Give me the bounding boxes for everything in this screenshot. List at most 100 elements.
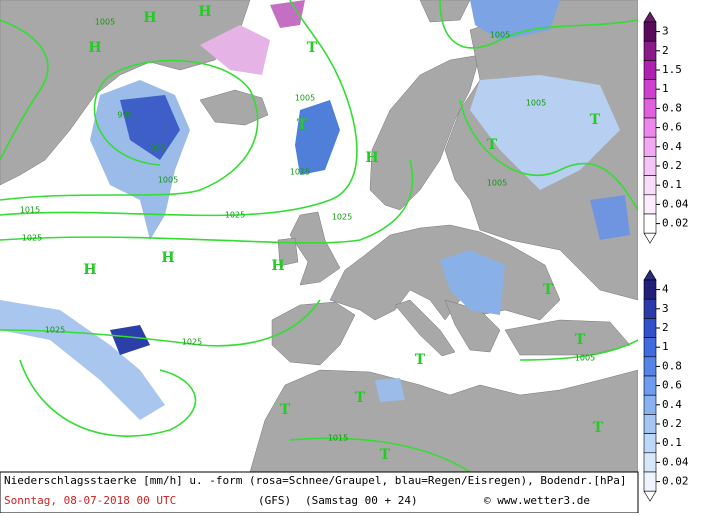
isobar-label: 1005: [158, 176, 178, 185]
turkey: [504, 319, 631, 356]
pressure-center: T: [380, 447, 391, 463]
isobar-label: 1025: [225, 211, 245, 220]
legend-label: 0.1: [662, 436, 682, 449]
precipitation: [0, 0, 630, 420]
snow-area: [270, 0, 305, 28]
legend-swatch: [643, 337, 657, 358]
legend-swatch: [643, 98, 657, 119]
legend-label: 2: [662, 321, 669, 334]
isobar: [0, 19, 49, 161]
rain-area: [470, 0, 560, 40]
legend-label: 0.04: [662, 197, 689, 210]
legend-swatch: [643, 471, 657, 492]
legend-label: 3: [662, 302, 669, 315]
pressure-center: T: [415, 352, 426, 368]
pressure-center: T: [355, 390, 366, 406]
pressure-center: H: [83, 262, 96, 278]
rain-area: [0, 300, 165, 420]
source: © www.wetter3.de: [484, 494, 590, 507]
isobar: [439, 0, 639, 49]
legend-swatch: [643, 318, 657, 338]
pressure-center: H: [143, 10, 156, 26]
legend-swatch: [643, 279, 657, 300]
legend-swatch: [643, 40, 657, 61]
map-area: H H H T T H T T H H H T T T T T T T 1005 1005 1005 1005 995 995…: [0, 0, 639, 473]
legend-label: 1.5: [662, 63, 682, 76]
snow-area: [200, 25, 270, 75]
legend-swatch: [643, 79, 657, 100]
isobar: [0, 299, 321, 347]
pressure-center: H: [271, 258, 284, 274]
isobar-label: 1025: [45, 326, 65, 335]
isobar-label: 995: [150, 144, 165, 153]
isobar-label: 1015: [328, 434, 348, 443]
rain-area: [110, 325, 150, 355]
pressure-center: T: [307, 40, 318, 56]
legend-swatch: [643, 298, 657, 319]
legend-label: 0.4: [662, 398, 682, 411]
legend-swatch: [643, 21, 657, 42]
legend-swatch: [643, 356, 657, 377]
legend-label: 0.4: [662, 140, 682, 153]
pressure-center: H: [198, 4, 211, 20]
model: (GFS): [258, 494, 291, 507]
valid-time: Sonntag, 08-07-2018 00 UTC: [4, 494, 176, 507]
rain-area: [470, 75, 620, 190]
isobar-label: 1005: [487, 179, 507, 188]
isobar: [0, 59, 259, 201]
legend-swatch: [643, 414, 657, 434]
pressure-center: T: [487, 137, 498, 153]
pressure-center: T: [543, 282, 554, 298]
legend-label: 0.1: [662, 178, 682, 191]
legend-swatch: [643, 433, 657, 454]
legend-label: 2: [662, 44, 669, 57]
legend-swatch: [643, 136, 657, 157]
isobar: [519, 339, 639, 361]
pressure-center: H: [365, 150, 378, 166]
rain-area: [120, 95, 180, 160]
legend-label: 0.8: [662, 101, 682, 114]
isobar-label: 1025: [182, 338, 202, 347]
africa: [249, 369, 639, 473]
legend-swatch: [643, 213, 657, 234]
legend-label: 1: [662, 340, 669, 353]
legend-label: 0.2: [662, 417, 682, 430]
legend-label: 4: [662, 283, 669, 296]
isobar: [0, 159, 414, 244]
legend-swatch: [643, 175, 657, 196]
rain-area: [440, 250, 505, 315]
rain-area: [375, 378, 405, 402]
map-labels: H H H T T H T T H H H T T T T T T T 1005 1005 1005 1005 995 995…: [20, 4, 604, 463]
isobar-label: 1005: [490, 31, 510, 40]
isobar-label: 1025: [22, 234, 42, 243]
legend-swatch: [643, 60, 657, 80]
isobar-label: 1015: [20, 206, 40, 215]
isobar-label: 995: [117, 111, 132, 120]
rain-area: [590, 195, 630, 240]
legend-label: 0.02: [662, 475, 689, 488]
legend-swatch: [643, 194, 657, 215]
legend: 3 2 1.5 1 0.8 0.6 0.4 0.2 0.1 0.04 0.02 4 3 2 1 0.8 0.6 0…: [643, 11, 689, 502]
isobar-label: 1015: [290, 168, 310, 177]
isobar: [19, 359, 197, 437]
footer-box: [0, 471, 639, 514]
legend-label: 0.6: [662, 379, 682, 392]
isobar-label: 1005: [575, 354, 595, 363]
british-isles: [289, 211, 341, 286]
isobar: [459, 99, 639, 211]
scandinavia: [369, 54, 481, 211]
isobar-label: 1005: [526, 99, 546, 108]
pressure-center: T: [593, 420, 604, 436]
isobars: [0, 0, 639, 473]
ireland: [277, 237, 299, 267]
svalbard: [419, 0, 471, 23]
rain-area: [295, 100, 340, 175]
iberia: [271, 301, 356, 366]
legend-arrow: [643, 490, 657, 502]
isobar-label: 1005: [295, 94, 315, 103]
pressure-center: T: [590, 112, 601, 128]
pressure-center: T: [297, 117, 308, 133]
legend-label: 0.8: [662, 359, 682, 372]
legend-arrow: [643, 232, 657, 244]
